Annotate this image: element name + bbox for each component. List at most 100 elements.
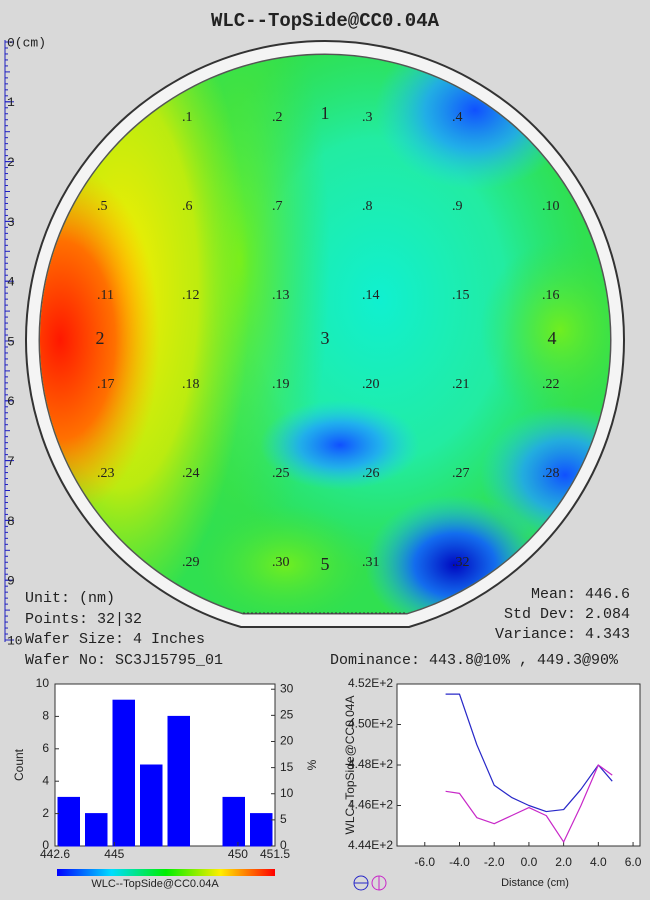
bar — [140, 764, 163, 847]
y-tick-label: 6 — [42, 741, 49, 755]
zone-label: 4 — [548, 328, 557, 348]
profile: 4.44E+24.46E+24.48E+24.50E+24.52E+2-6.0-… — [348, 676, 642, 869]
point-label: .15 — [452, 288, 470, 303]
point-label: .8 — [362, 199, 373, 214]
colorbar — [57, 869, 275, 876]
y-tick-label: 4.46E+2 — [348, 798, 393, 812]
point-label: .27 — [452, 466, 470, 481]
histogram: 0 2 4 6 8 10 0 5 10 15 20 25 30 442.6 445 450 451.5 — [36, 676, 294, 861]
tick-label: 6 — [7, 394, 15, 409]
zone-label: 3 — [321, 328, 330, 348]
y-tick-label: 4.44E+2 — [348, 838, 393, 852]
point-label: .6 — [182, 199, 193, 214]
point-label: .28 — [542, 466, 560, 481]
y2-tick-label: 0 — [280, 838, 287, 852]
std-dev: Std Dev: 2.084 — [504, 606, 630, 623]
y-axis-title: WLC--TopSide@CC0.04A — [343, 696, 357, 835]
y-axis-title: Count — [12, 748, 26, 781]
y2-tick-label: 25 — [280, 708, 294, 722]
thickness-map — [40, 55, 611, 613]
x-tick-label: 4.0 — [590, 855, 607, 869]
tick-label: 2 — [7, 155, 15, 170]
point-label: .31 — [362, 555, 380, 570]
point-label: .13 — [272, 288, 290, 303]
x-tick-label: 451.5 — [260, 847, 290, 861]
point-label: .18 — [182, 377, 200, 392]
point-label: .23 — [97, 466, 115, 481]
points-count: Points: 32|32 — [25, 611, 142, 628]
tick-label: 7 — [7, 454, 15, 469]
colorbar-label: WLC--TopSide@CC0.04A — [91, 878, 219, 890]
point-label: .9 — [452, 199, 463, 214]
variance: Variance: 4.343 — [495, 626, 630, 643]
tick-label: 9 — [7, 574, 15, 589]
point-label: .30 — [272, 555, 290, 570]
value: 4.343 — [585, 626, 630, 643]
tick-label: 5 — [7, 334, 15, 349]
point-label: .26 — [362, 466, 380, 481]
label: Std Dev: — [504, 606, 576, 623]
tick-label: 8 — [7, 514, 15, 529]
bar — [250, 813, 273, 847]
x-axis-title: Distance (cm) — [501, 877, 569, 889]
x-tick-label: -6.0 — [414, 855, 435, 869]
point-label: .3 — [362, 110, 373, 125]
y-tick-label: 4.50E+2 — [348, 717, 393, 731]
point-label: .25 — [272, 466, 290, 481]
tick-label: 4 — [7, 275, 15, 290]
measurement-points: .1 .2 .3 .4 .5 .6 .7 .8 .9 .10 .11 .12 .13 .14 .15 .16.… — [96, 103, 560, 574]
point-label: .5 — [97, 199, 108, 214]
x-tick-label: 442.6 — [40, 847, 70, 861]
y-tick-label: 8 — [42, 709, 49, 723]
tick-label: 1 — [7, 95, 15, 110]
y2-tick-label: 5 — [280, 812, 287, 826]
y-tick-label: 4.52E+2 — [348, 676, 393, 690]
y-tick-label: 0 — [42, 838, 49, 852]
zone-label: 1 — [321, 103, 330, 123]
point-label: .32 — [452, 555, 470, 570]
label: Variance: — [495, 626, 576, 643]
y-tick-label: 4 — [42, 773, 49, 787]
unit: Unit: (nm) — [25, 590, 115, 607]
y-tick-label: 2 — [42, 806, 49, 820]
bar — [222, 796, 245, 847]
zone-label: 5 — [321, 554, 330, 574]
point-label: .17 — [97, 377, 115, 392]
x-tick-label: -2.0 — [484, 855, 505, 869]
value: 446.6 — [585, 586, 630, 603]
title: WLC--TopSide@CC0.04A — [211, 10, 440, 32]
value: 2.084 — [585, 606, 630, 623]
profile-line — [445, 764, 613, 843]
point-label: .16 — [542, 288, 560, 303]
x-tick-label: 6.0 — [625, 855, 642, 869]
profile-plot — [396, 683, 641, 847]
bar — [57, 796, 80, 847]
x-tick-label: -4.0 — [449, 855, 470, 869]
bar — [112, 699, 135, 847]
tick-label: 10 — [7, 633, 23, 648]
point-label: .22 — [542, 377, 560, 392]
scan-toggle[interactable] — [353, 875, 387, 891]
tick-label: 3 — [7, 215, 15, 230]
y-tick-label: 10 — [36, 676, 50, 690]
ruler: 0(cm) 1 2 3 4 5 6 7 8 9 10 — [5, 35, 46, 648]
x-tick-label: 0.0 — [521, 855, 538, 869]
point-label: .14 — [362, 288, 380, 303]
zone-label: 2 — [96, 328, 105, 348]
profile-line — [445, 693, 613, 813]
x-tick-label: 450 — [228, 847, 248, 861]
point-label: .20 — [362, 377, 380, 392]
x-tick-label: 445 — [104, 847, 124, 861]
wafer-map — [25, 40, 625, 628]
y2-tick-label: 15 — [280, 760, 294, 774]
tick-label: 0(cm) — [7, 35, 46, 50]
y2-tick-label: 30 — [280, 681, 294, 695]
point-label: .7 — [272, 199, 283, 214]
dominance: Dominance: 443.8@10% , 449.3@90% — [330, 652, 619, 669]
wafer-no: Wafer No: SC3J15795_01 — [25, 652, 223, 669]
point-label: .19 — [272, 377, 290, 392]
y2-axis-title: % — [305, 759, 319, 770]
point-label: .29 — [182, 555, 200, 570]
